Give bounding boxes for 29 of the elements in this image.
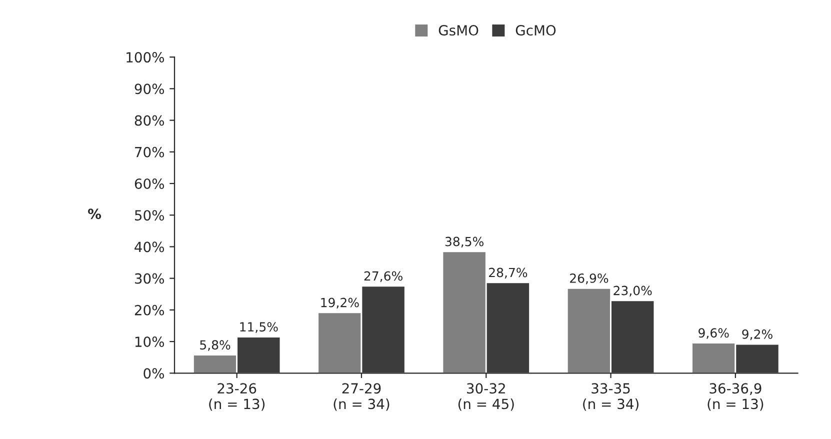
y-tick-label: 70% bbox=[135, 146, 164, 158]
data-label: 5,8% bbox=[200, 340, 230, 351]
y-tick-label: 60% bbox=[134, 178, 164, 189]
y-tick-label: 20% bbox=[134, 304, 164, 316]
y-tick-label: 80% bbox=[134, 115, 164, 126]
data-label: 27,6% bbox=[364, 271, 402, 282]
data-label: 38,5% bbox=[445, 236, 484, 248]
data-label: 19,2% bbox=[321, 298, 359, 309]
y-tick-label: 30% bbox=[134, 273, 164, 284]
y-tick-label: 10% bbox=[135, 336, 164, 348]
data-label: 9,6% bbox=[698, 328, 729, 339]
y-tick-label: 40% bbox=[134, 242, 164, 252]
legend-label: GsMO bbox=[438, 25, 478, 36]
x-tick-label: 23-26 (n = 13) bbox=[209, 383, 265, 411]
data-label: 9,2% bbox=[742, 329, 772, 340]
data-label: 11,5% bbox=[240, 322, 278, 333]
y-tick-label: 100% bbox=[126, 52, 164, 63]
y-tick-label: 90% bbox=[134, 84, 164, 94]
x-tick-label: 33-35 (n = 34) bbox=[583, 383, 638, 411]
data-label: 23,0% bbox=[614, 286, 652, 297]
x-tick-label: 27-29 (n = 34) bbox=[334, 383, 390, 411]
y-axis-title: % bbox=[88, 208, 102, 220]
x-tick-label: 36-36,9 (n = 13) bbox=[708, 383, 764, 411]
data-label: 26,9% bbox=[570, 273, 608, 284]
y-tick-label: 0% bbox=[144, 368, 164, 379]
legend-label: GcMO bbox=[516, 25, 556, 36]
x-tick-label: 30-32 (n = 45) bbox=[458, 383, 514, 411]
data-label: 28,7% bbox=[489, 268, 528, 279]
y-tick-label: 50% bbox=[134, 210, 164, 221]
